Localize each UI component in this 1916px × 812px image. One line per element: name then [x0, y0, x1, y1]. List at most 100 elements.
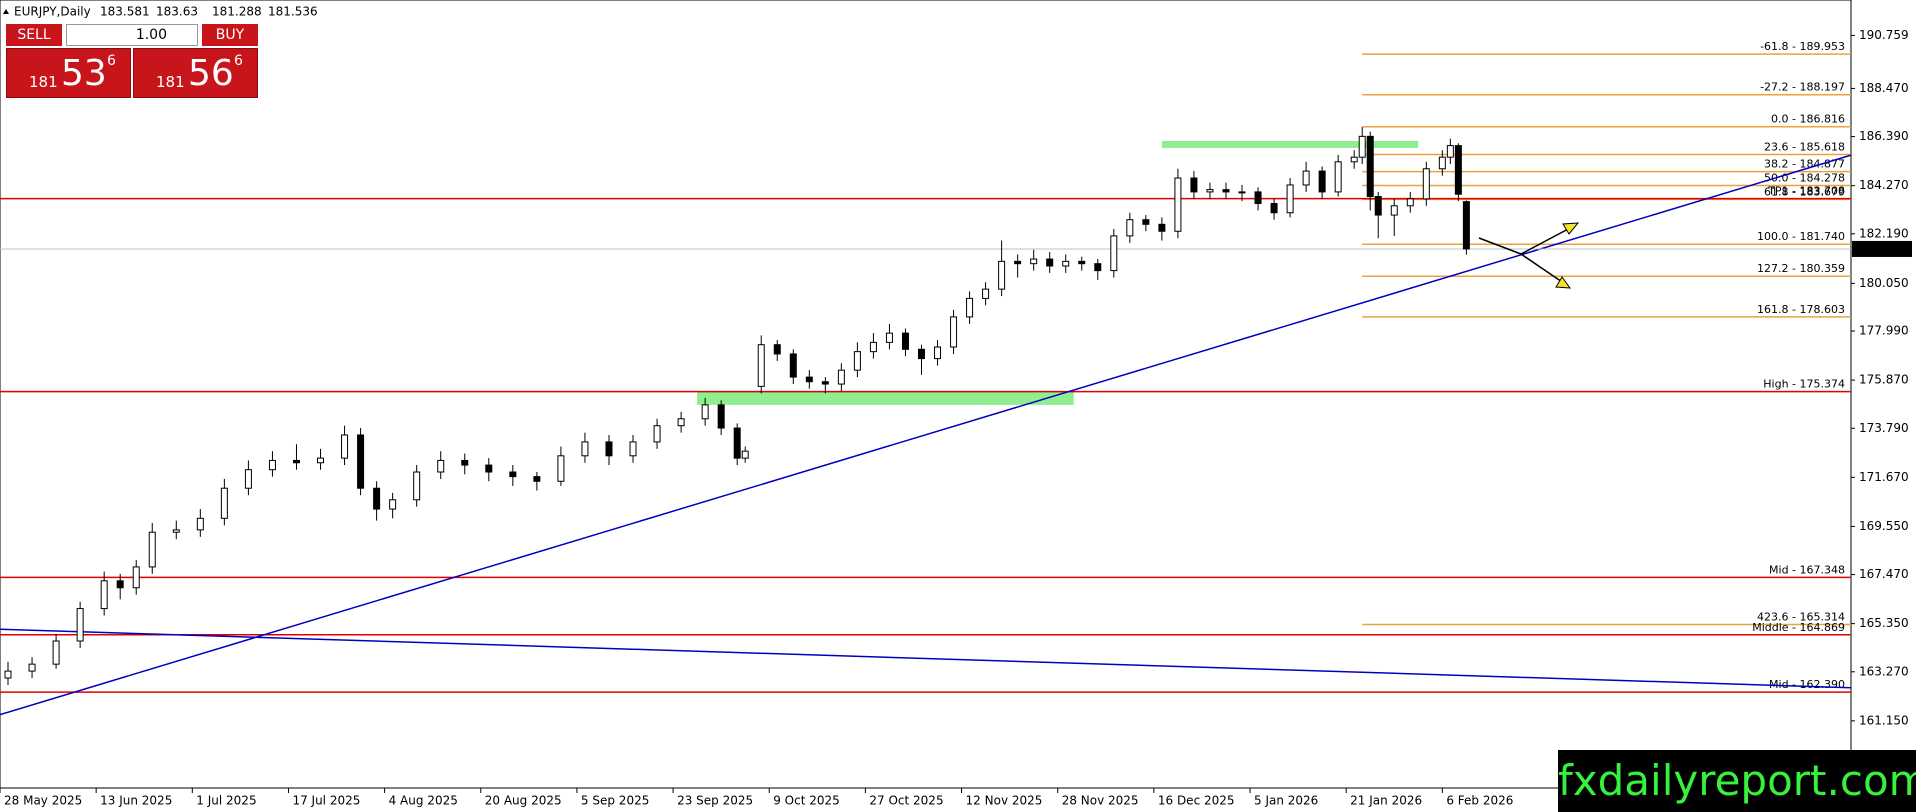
x-tick-label: 4 Aug 2025 [389, 794, 458, 808]
x-tick-label: 17 Jul 2025 [292, 794, 360, 808]
level-label: Mid - 162.390 [1769, 678, 1845, 691]
fib-label: 127.2 - 180.359 [1757, 262, 1845, 275]
sell-price[interactable]: 181 53 6 [6, 48, 131, 98]
y-tick-label: 165.350 [1859, 616, 1909, 630]
candle-body [805, 376, 813, 383]
candle-body [677, 418, 685, 427]
buy-price[interactable]: 181 56 6 [133, 48, 258, 98]
candle-body [1014, 260, 1022, 265]
level-label: Mid - 167.348 [1769, 563, 1845, 576]
candle-body [172, 529, 180, 533]
fib-label: -61.8 - 189.953 [1760, 40, 1845, 53]
candle-body [1126, 219, 1134, 237]
candle-body [485, 464, 493, 473]
candle-body [317, 457, 325, 464]
level-label: High - 175.374 [1763, 378, 1845, 391]
candle-body [509, 471, 517, 478]
header-value: 183.63 [156, 5, 198, 19]
candle-body [1406, 198, 1414, 207]
candle-body [1222, 189, 1230, 193]
candle-body [605, 441, 613, 457]
candle-body [581, 441, 589, 457]
fib-label: 161.8 - 178.603 [1757, 303, 1845, 316]
y-tick-label: 188.470 [1859, 81, 1909, 95]
candle-body [1206, 189, 1214, 193]
sell-button[interactable]: SELL [6, 24, 62, 46]
candle-body [1374, 196, 1382, 216]
candle-body [1350, 156, 1358, 163]
candle-body [116, 580, 124, 589]
x-tick-label: 16 Dec 2025 [1158, 794, 1235, 808]
y-tick-label: 182.190 [1859, 226, 1909, 240]
candle-body [1142, 219, 1150, 225]
candle-body [1078, 260, 1086, 265]
candle-body [1158, 223, 1166, 232]
fib-label: 100.0 - 181.740 [1757, 230, 1845, 243]
candle-body [1190, 177, 1198, 193]
x-tick-label: 5 Sep 2025 [581, 794, 649, 808]
candle-body [292, 459, 300, 464]
candle-body [1438, 156, 1446, 170]
candle-body [437, 459, 445, 473]
price-label: 181.536 [1857, 241, 1907, 255]
arrow-head [1562, 222, 1580, 235]
candle-body [268, 459, 276, 471]
candle-body [717, 404, 725, 429]
level-label: TP1 - 183.708 [1767, 185, 1845, 198]
candle-body [132, 566, 140, 589]
fib-label: 38.2 - 184.877 [1764, 158, 1845, 171]
candle-body [653, 425, 661, 443]
candle-body [1270, 202, 1278, 214]
x-tick-label: 9 Oct 2025 [773, 794, 840, 808]
price-big: 181 [29, 73, 58, 91]
candle-body [1046, 258, 1054, 267]
candle-body [533, 476, 541, 482]
plot-frame [0, 0, 1852, 789]
level-label: Middle - 164.869 [1752, 621, 1845, 634]
candle-body [733, 427, 741, 459]
price-sup: 6 [107, 53, 116, 69]
candle-body [28, 663, 36, 672]
candle-body [1062, 260, 1070, 267]
x-tick-label: 5 Jan 2026 [1254, 794, 1318, 808]
price-box [1852, 240, 1912, 257]
fib-label: 23.6 - 185.618 [1764, 140, 1845, 153]
y-tick-label: 169.550 [1859, 519, 1909, 533]
buy-button[interactable]: BUY [202, 24, 258, 46]
candle-body [701, 404, 709, 420]
candle-body [1422, 168, 1430, 200]
fib-label: 61.8 - 183.679 [1764, 185, 1845, 198]
x-tick-label: 13 Jun 2025 [100, 794, 172, 808]
arrow-line [1478, 237, 1522, 255]
watermark: fxdailyreport.com [1558, 750, 1916, 812]
arrow-head [1555, 276, 1572, 289]
x-tick-label: 27 Oct 2025 [869, 794, 943, 808]
lot-input[interactable]: 1.00 [66, 24, 198, 46]
candle-body [100, 580, 108, 610]
candle-body [1366, 135, 1374, 198]
y-tick-label: 171.670 [1859, 470, 1909, 484]
header-value: 183.581 [100, 5, 150, 19]
candle-body [837, 369, 845, 385]
candle-body [52, 640, 60, 665]
candle-body [1318, 170, 1326, 193]
candle-body [1454, 145, 1462, 195]
candle-body [357, 434, 365, 489]
candle-body [373, 487, 381, 510]
candle-body [1302, 170, 1310, 186]
candle-body [220, 487, 228, 519]
candle-body [1030, 258, 1038, 265]
trendline [0, 628, 1852, 689]
y-tick-label: 173.790 [1859, 421, 1909, 435]
trendline [0, 154, 1852, 716]
arrow-line [1520, 226, 1573, 255]
candle-body [773, 344, 781, 355]
y-tick-label: 177.990 [1859, 324, 1909, 338]
candle-body [629, 441, 637, 457]
chart-title: EURJPY,Daily [14, 5, 91, 19]
candle-body [1238, 191, 1246, 194]
candle-body [461, 459, 469, 466]
x-tick-label: 21 Jan 2026 [1350, 794, 1422, 808]
candle-body [148, 531, 156, 568]
